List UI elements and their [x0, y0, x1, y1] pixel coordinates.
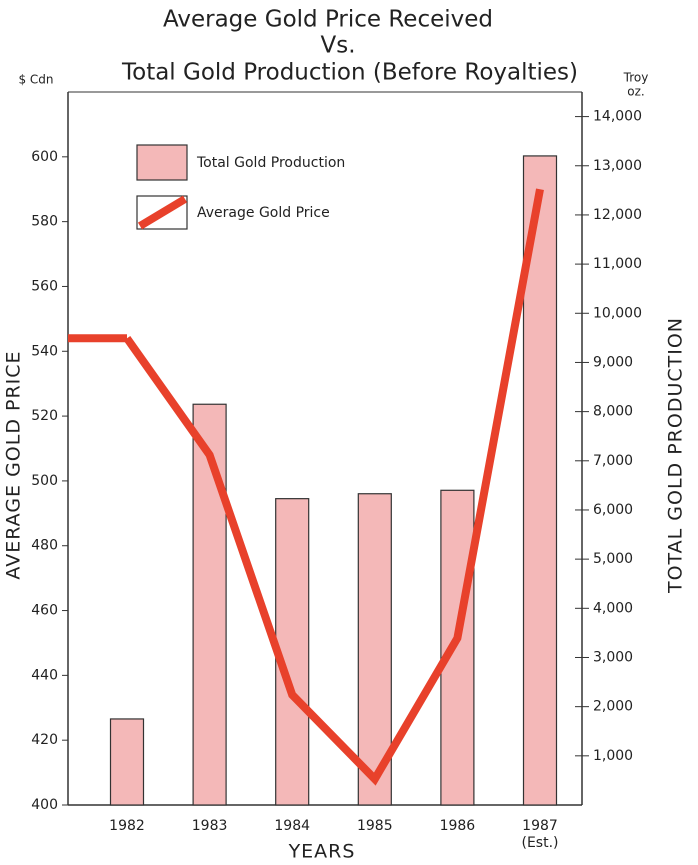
- y2-tick-label: 1,000: [593, 748, 633, 764]
- y2-tick-label: 12,000: [593, 207, 642, 223]
- chart-title: Vs.: [320, 33, 355, 59]
- legend-swatch: [136, 144, 188, 181]
- x-tick-label: 1984: [274, 818, 310, 834]
- x-tick-label: 1987: [522, 818, 558, 834]
- y2-tick-label: 13,000: [593, 158, 642, 174]
- y-tick-label: 580: [31, 214, 58, 230]
- legend-label: Average Gold Price: [197, 205, 330, 221]
- y-tick-label: 420: [31, 732, 58, 748]
- y-tick-label: 520: [31, 408, 58, 424]
- y2-tick-label: 11,000: [593, 256, 642, 272]
- y2-tick-label: 3,000: [593, 649, 633, 665]
- x-tick-label: 1985: [357, 818, 393, 834]
- y-tick-label: 460: [31, 603, 58, 619]
- bar: [357, 493, 392, 806]
- bar: [440, 489, 475, 806]
- y2-tick-label: 5,000: [593, 551, 633, 567]
- y2-tick-label: 7,000: [593, 453, 633, 469]
- y-tick-label: 540: [31, 343, 58, 359]
- y-tick-label: 440: [31, 667, 58, 683]
- y2-unit: oz.: [627, 85, 644, 99]
- bar: [192, 403, 227, 806]
- legend-swatch: [137, 195, 188, 230]
- legend-label: Total Gold Production: [196, 155, 345, 171]
- annotation: (Est.): [521, 835, 558, 851]
- y-tick-label: 600: [31, 149, 58, 165]
- y-tick-label: 400: [31, 797, 58, 813]
- y-unit: $ Cdn: [18, 73, 53, 87]
- y2-tick-label: 4,000: [593, 600, 633, 616]
- chart-title: Average Gold Price Received: [163, 7, 493, 33]
- y2-tick-label: 6,000: [593, 502, 633, 518]
- y2-unit: Troy: [623, 71, 649, 85]
- line: [123, 188, 544, 786]
- bar: [109, 718, 145, 806]
- x-axis-title: YEARS: [288, 841, 356, 863]
- y-tick-label: 500: [31, 473, 58, 489]
- x-tick-label: 1982: [109, 818, 145, 834]
- y2-tick-label: 2,000: [593, 699, 633, 715]
- y-tick-label: 560: [31, 278, 58, 294]
- x-tick-label: 1983: [192, 818, 228, 834]
- y2-tick-label: 14,000: [593, 109, 642, 125]
- y-tick-label: 480: [31, 538, 58, 554]
- chart-title: Total Gold Production (Before Royalties): [121, 60, 578, 86]
- y2-tick-label: 9,000: [593, 354, 633, 370]
- y2-tick-label: 8,000: [593, 404, 633, 420]
- x-tick-label: 1986: [440, 818, 476, 834]
- y2-axis-title: TOTAL GOLD PRODUCTION: [665, 317, 687, 594]
- y-axis-title: AVERAGE GOLD PRICE: [3, 350, 25, 579]
- y2-tick-label: 10,000: [593, 305, 642, 321]
